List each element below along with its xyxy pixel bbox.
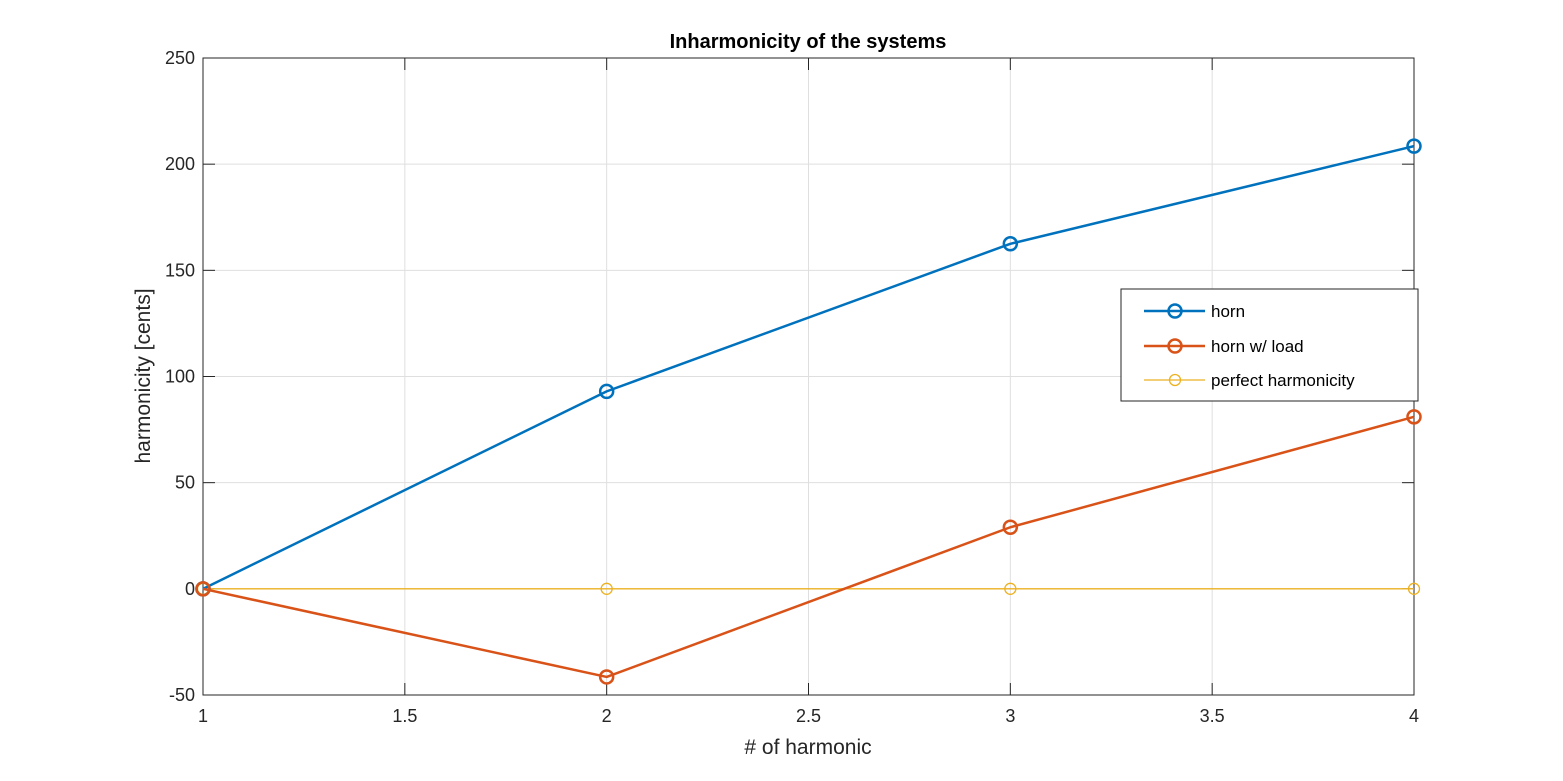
y-tick-label: 100 [165, 367, 195, 387]
data-point [195, 581, 211, 597]
y-tick-label: 150 [165, 260, 195, 280]
data-point [598, 669, 615, 685]
series-group [195, 138, 1422, 685]
data-point [1406, 138, 1422, 154]
legend-entry: horn w/ load [1144, 337, 1304, 356]
legend-label: perfect harmonicity [1211, 371, 1355, 390]
legend-entry: perfect harmonicity [1144, 371, 1355, 390]
y-tick-label: -50 [169, 685, 195, 705]
y-tick-label: 200 [165, 154, 195, 174]
data-point [1004, 582, 1017, 595]
series-line [202, 144, 1415, 590]
data-point [1002, 519, 1019, 536]
x-tick-label: 2.5 [796, 706, 821, 726]
x-tick-label: 3 [1005, 706, 1015, 726]
data-point [598, 383, 615, 400]
y-tick-label: 250 [165, 48, 195, 68]
x-tick-labels: 1 1.5 2 2.5 3 3.5 4 [198, 706, 1419, 726]
data-point [1406, 409, 1422, 425]
y-tick-label: 50 [175, 473, 195, 493]
y-tick-label: 0 [185, 579, 195, 599]
series-1 [195, 409, 1422, 685]
data-point [1002, 236, 1019, 252]
y-axis-label: harmonicity [cents] [132, 288, 155, 463]
x-tick-label: 3.5 [1200, 706, 1225, 726]
legend-marker [1168, 373, 1182, 387]
x-axis-label: # of harmonic [744, 736, 871, 759]
legend-label: horn w/ load [1211, 337, 1304, 356]
x-tick-label: 4 [1409, 706, 1419, 726]
chart-title: Inharmonicity of the systems [670, 31, 947, 53]
legend-marker [1167, 303, 1183, 319]
legend-marker [1167, 338, 1183, 354]
x-tick-label: 1.5 [392, 706, 417, 726]
legend-entries: horn horn w/ load perfect harmonicity [1144, 302, 1355, 390]
data-point [1407, 582, 1421, 595]
legend-label: horn [1211, 302, 1245, 321]
series-line [202, 415, 1415, 679]
x-tick-label: 1 [198, 706, 208, 726]
data-point [600, 582, 613, 595]
x-tick-label: 2 [602, 706, 612, 726]
legend: horn horn w/ load perfect harmonicity [1120, 288, 1419, 402]
legend-entry: horn [1144, 302, 1245, 321]
y-tick-labels: -50 0 50 100 150 200 250 [165, 48, 195, 705]
